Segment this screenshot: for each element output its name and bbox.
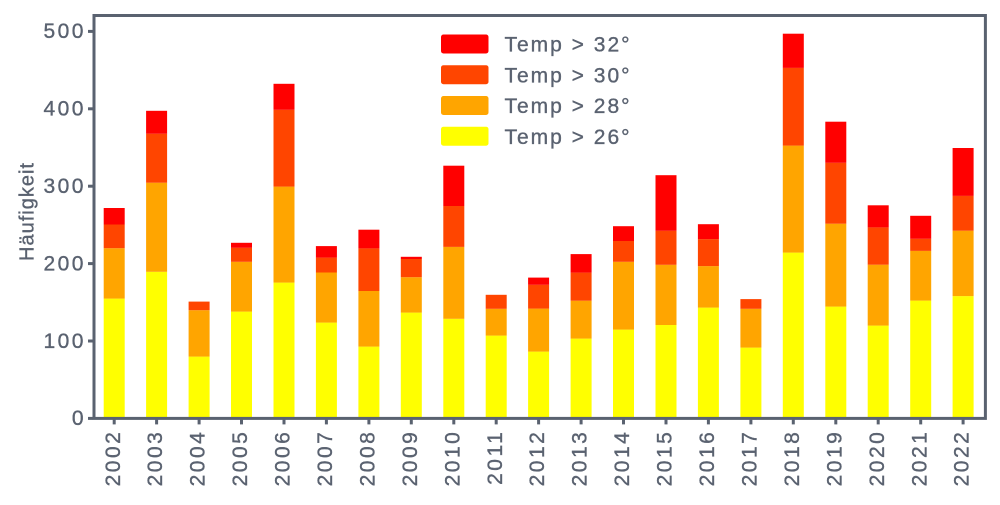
svg-text:2020: 2020 (866, 430, 889, 487)
svg-text:200: 200 (43, 252, 86, 275)
svg-text:2012: 2012 (526, 430, 549, 487)
svg-text:500: 500 (43, 20, 86, 43)
svg-text:300: 300 (43, 175, 86, 198)
svg-text:2002: 2002 (102, 430, 125, 487)
svg-text:2014: 2014 (611, 430, 634, 487)
svg-text:2017: 2017 (739, 430, 762, 487)
svg-text:Temp > 30°: Temp > 30° (505, 64, 632, 87)
svg-text:2016: 2016 (696, 430, 719, 487)
svg-text:2008: 2008 (357, 430, 380, 487)
svg-text:2006: 2006 (272, 430, 295, 487)
svg-text:2007: 2007 (314, 430, 337, 487)
svg-text:100: 100 (43, 330, 86, 353)
svg-text:2011: 2011 (484, 430, 507, 485)
svg-text:400: 400 (43, 98, 86, 121)
svg-text:2018: 2018 (781, 430, 804, 487)
svg-text:2009: 2009 (399, 430, 422, 487)
svg-text:2013: 2013 (569, 430, 592, 487)
svg-text:2022: 2022 (951, 430, 974, 487)
svg-text:Häufigkeit: Häufigkeit (17, 162, 39, 261)
svg-text:Temp > 26°: Temp > 26° (505, 126, 632, 149)
svg-text:2010: 2010 (441, 430, 464, 487)
svg-text:Temp > 28°: Temp > 28° (505, 95, 632, 118)
svg-text:0: 0 (72, 407, 86, 430)
svg-text:2021: 2021 (908, 430, 931, 487)
svg-text:2019: 2019 (823, 430, 846, 487)
svg-text:2004: 2004 (187, 430, 210, 487)
svg-text:2005: 2005 (229, 430, 252, 487)
svg-text:Temp > 32°: Temp > 32° (505, 34, 632, 57)
svg-text:2015: 2015 (654, 430, 677, 487)
svg-text:2003: 2003 (144, 430, 167, 487)
